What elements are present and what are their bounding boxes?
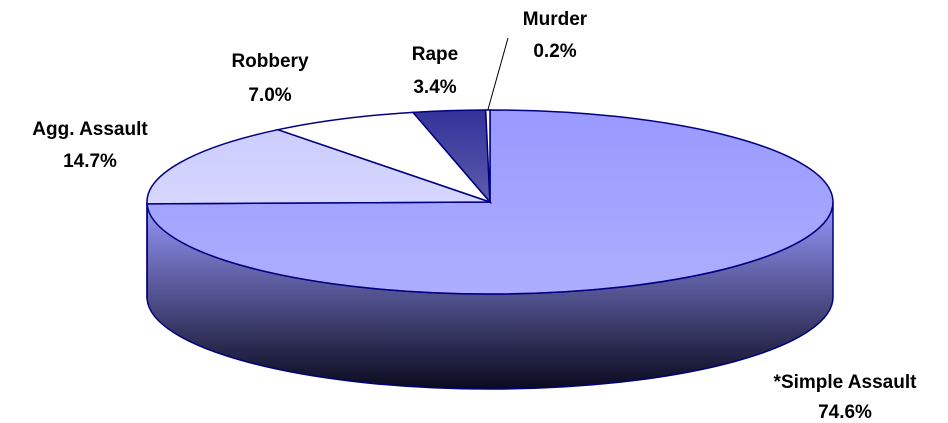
slice <box>146 128 491 205</box>
slice-value-label: 14.7% <box>63 151 117 172</box>
slice-value-label: 7.0% <box>248 85 291 106</box>
slice-label: Rape <box>412 44 458 65</box>
slice-label: *Simple Assault <box>774 372 918 393</box>
slice <box>484 109 491 203</box>
slice-value-label: 3.4% <box>413 77 456 98</box>
slice-label: Murder <box>523 9 588 30</box>
slice-value-label: 0.2% <box>533 41 576 62</box>
leader-line <box>487 37 509 111</box>
slice-value-label: 74.6% <box>818 402 872 423</box>
slice-label: Robbery <box>231 51 309 72</box>
slice <box>275 111 493 204</box>
slice-label: Agg. Assault <box>32 119 148 140</box>
